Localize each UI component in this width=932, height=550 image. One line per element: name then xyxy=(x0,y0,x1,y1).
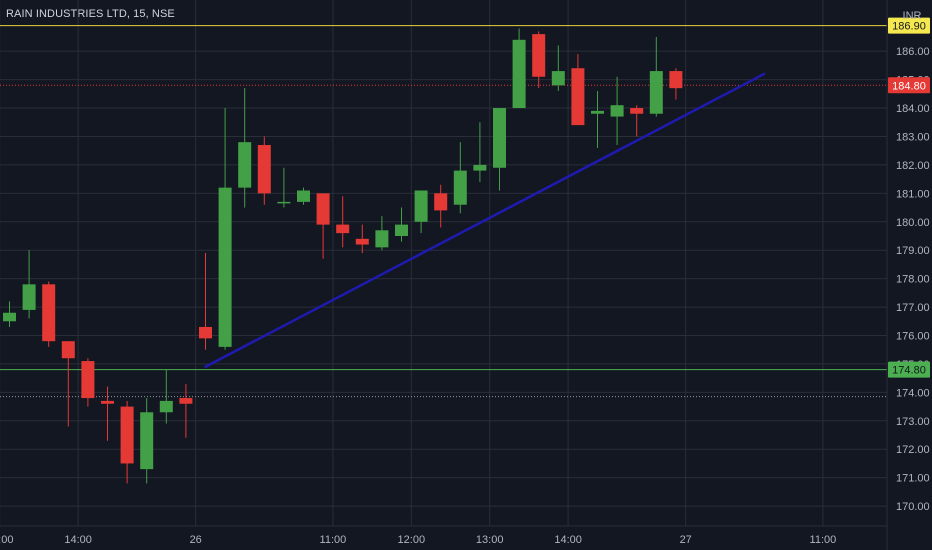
candle-body xyxy=(473,164,487,171)
price-tick-label: 182.00 xyxy=(896,160,930,172)
candle-body xyxy=(179,398,193,404)
candle-body xyxy=(669,71,683,89)
candles xyxy=(3,28,683,484)
price-tick-label: 171.00 xyxy=(896,473,930,485)
candle-body xyxy=(159,400,173,413)
candle-body xyxy=(375,230,389,248)
candle-body xyxy=(336,224,350,234)
support-tag-label: 174.80 xyxy=(892,365,926,377)
time-axis[interactable]: 13:00 14:00 26 11:00 12:00 13:00 14:00 27 11:00 xyxy=(0,525,887,546)
candle-body xyxy=(42,284,56,342)
trendline-group xyxy=(204,72,766,369)
horizontal-lines xyxy=(0,25,887,398)
price-tick-label: 183.00 xyxy=(896,131,930,143)
candle-body xyxy=(81,361,95,399)
last-price-tag-label: 184.80 xyxy=(892,80,926,92)
candle-body xyxy=(532,34,546,77)
candle-body xyxy=(199,326,212,339)
candle-body xyxy=(61,341,75,359)
candle-body xyxy=(630,108,644,114)
last-price-tag xyxy=(888,77,930,94)
time-tick-label: 13:00 xyxy=(476,534,504,546)
time-tick-label: 14:00 xyxy=(64,534,92,546)
price-tags: 186.90 174.80 184.80 xyxy=(888,17,930,378)
time-tick-label: 13:00 xyxy=(0,534,13,546)
price-tick-label: 176.00 xyxy=(896,331,930,343)
time-tick-label: 27 xyxy=(680,534,692,546)
resistance-tag-label: 186.90 xyxy=(892,21,926,33)
resistance-tag xyxy=(888,17,930,34)
price-tick-label: 184.00 xyxy=(896,103,930,115)
candle-body xyxy=(649,71,663,114)
time-tick-label: 12:00 xyxy=(398,534,426,546)
time-tick-label: 11:00 xyxy=(810,534,837,546)
candle-body xyxy=(453,170,467,205)
candle-body xyxy=(297,190,310,202)
price-tick-label: 180.00 xyxy=(896,217,930,229)
price-tick-label: 174.00 xyxy=(896,387,930,399)
price-tick-label: 179.00 xyxy=(896,245,930,257)
chart-title: RAIN INDUSTRIES LTD, 15, NSE xyxy=(6,8,175,20)
candle-body xyxy=(591,110,604,114)
candle-body xyxy=(120,406,134,464)
price-tick-label: 170.00 xyxy=(896,501,930,513)
candle-body xyxy=(610,105,624,117)
price-tick-label: 177.00 xyxy=(896,302,930,314)
time-tick-label: 26 xyxy=(190,534,202,546)
candle-body xyxy=(277,201,291,204)
grid xyxy=(0,0,887,526)
candle-body xyxy=(22,284,36,310)
candle-body xyxy=(140,412,154,470)
price-tick-label: 173.00 xyxy=(896,416,930,428)
candle-body xyxy=(551,71,565,86)
time-tick-label: 14:00 xyxy=(554,534,582,546)
candle-body xyxy=(3,312,16,322)
candle-body xyxy=(434,193,448,211)
candle-body xyxy=(257,145,271,194)
time-tick-label: 11:00 xyxy=(320,534,347,546)
candle-body xyxy=(101,400,114,404)
candle-body xyxy=(414,190,428,222)
trendline xyxy=(204,72,766,369)
currency-label: INR xyxy=(903,10,922,22)
candle-body xyxy=(355,238,369,245)
candle-body xyxy=(395,224,408,236)
candle-body xyxy=(218,187,232,347)
price-tick-label: 178.00 xyxy=(896,274,930,286)
candle-body xyxy=(571,68,585,126)
price-tick-label: 186.00 xyxy=(896,46,930,58)
support-tag xyxy=(888,361,930,378)
candle-body xyxy=(238,142,252,188)
candle-body xyxy=(512,39,526,109)
candle-body xyxy=(493,108,506,168)
price-tick-label: 172.00 xyxy=(896,444,930,456)
candle-body xyxy=(316,193,330,225)
price-tick-label: 181.00 xyxy=(896,188,930,200)
